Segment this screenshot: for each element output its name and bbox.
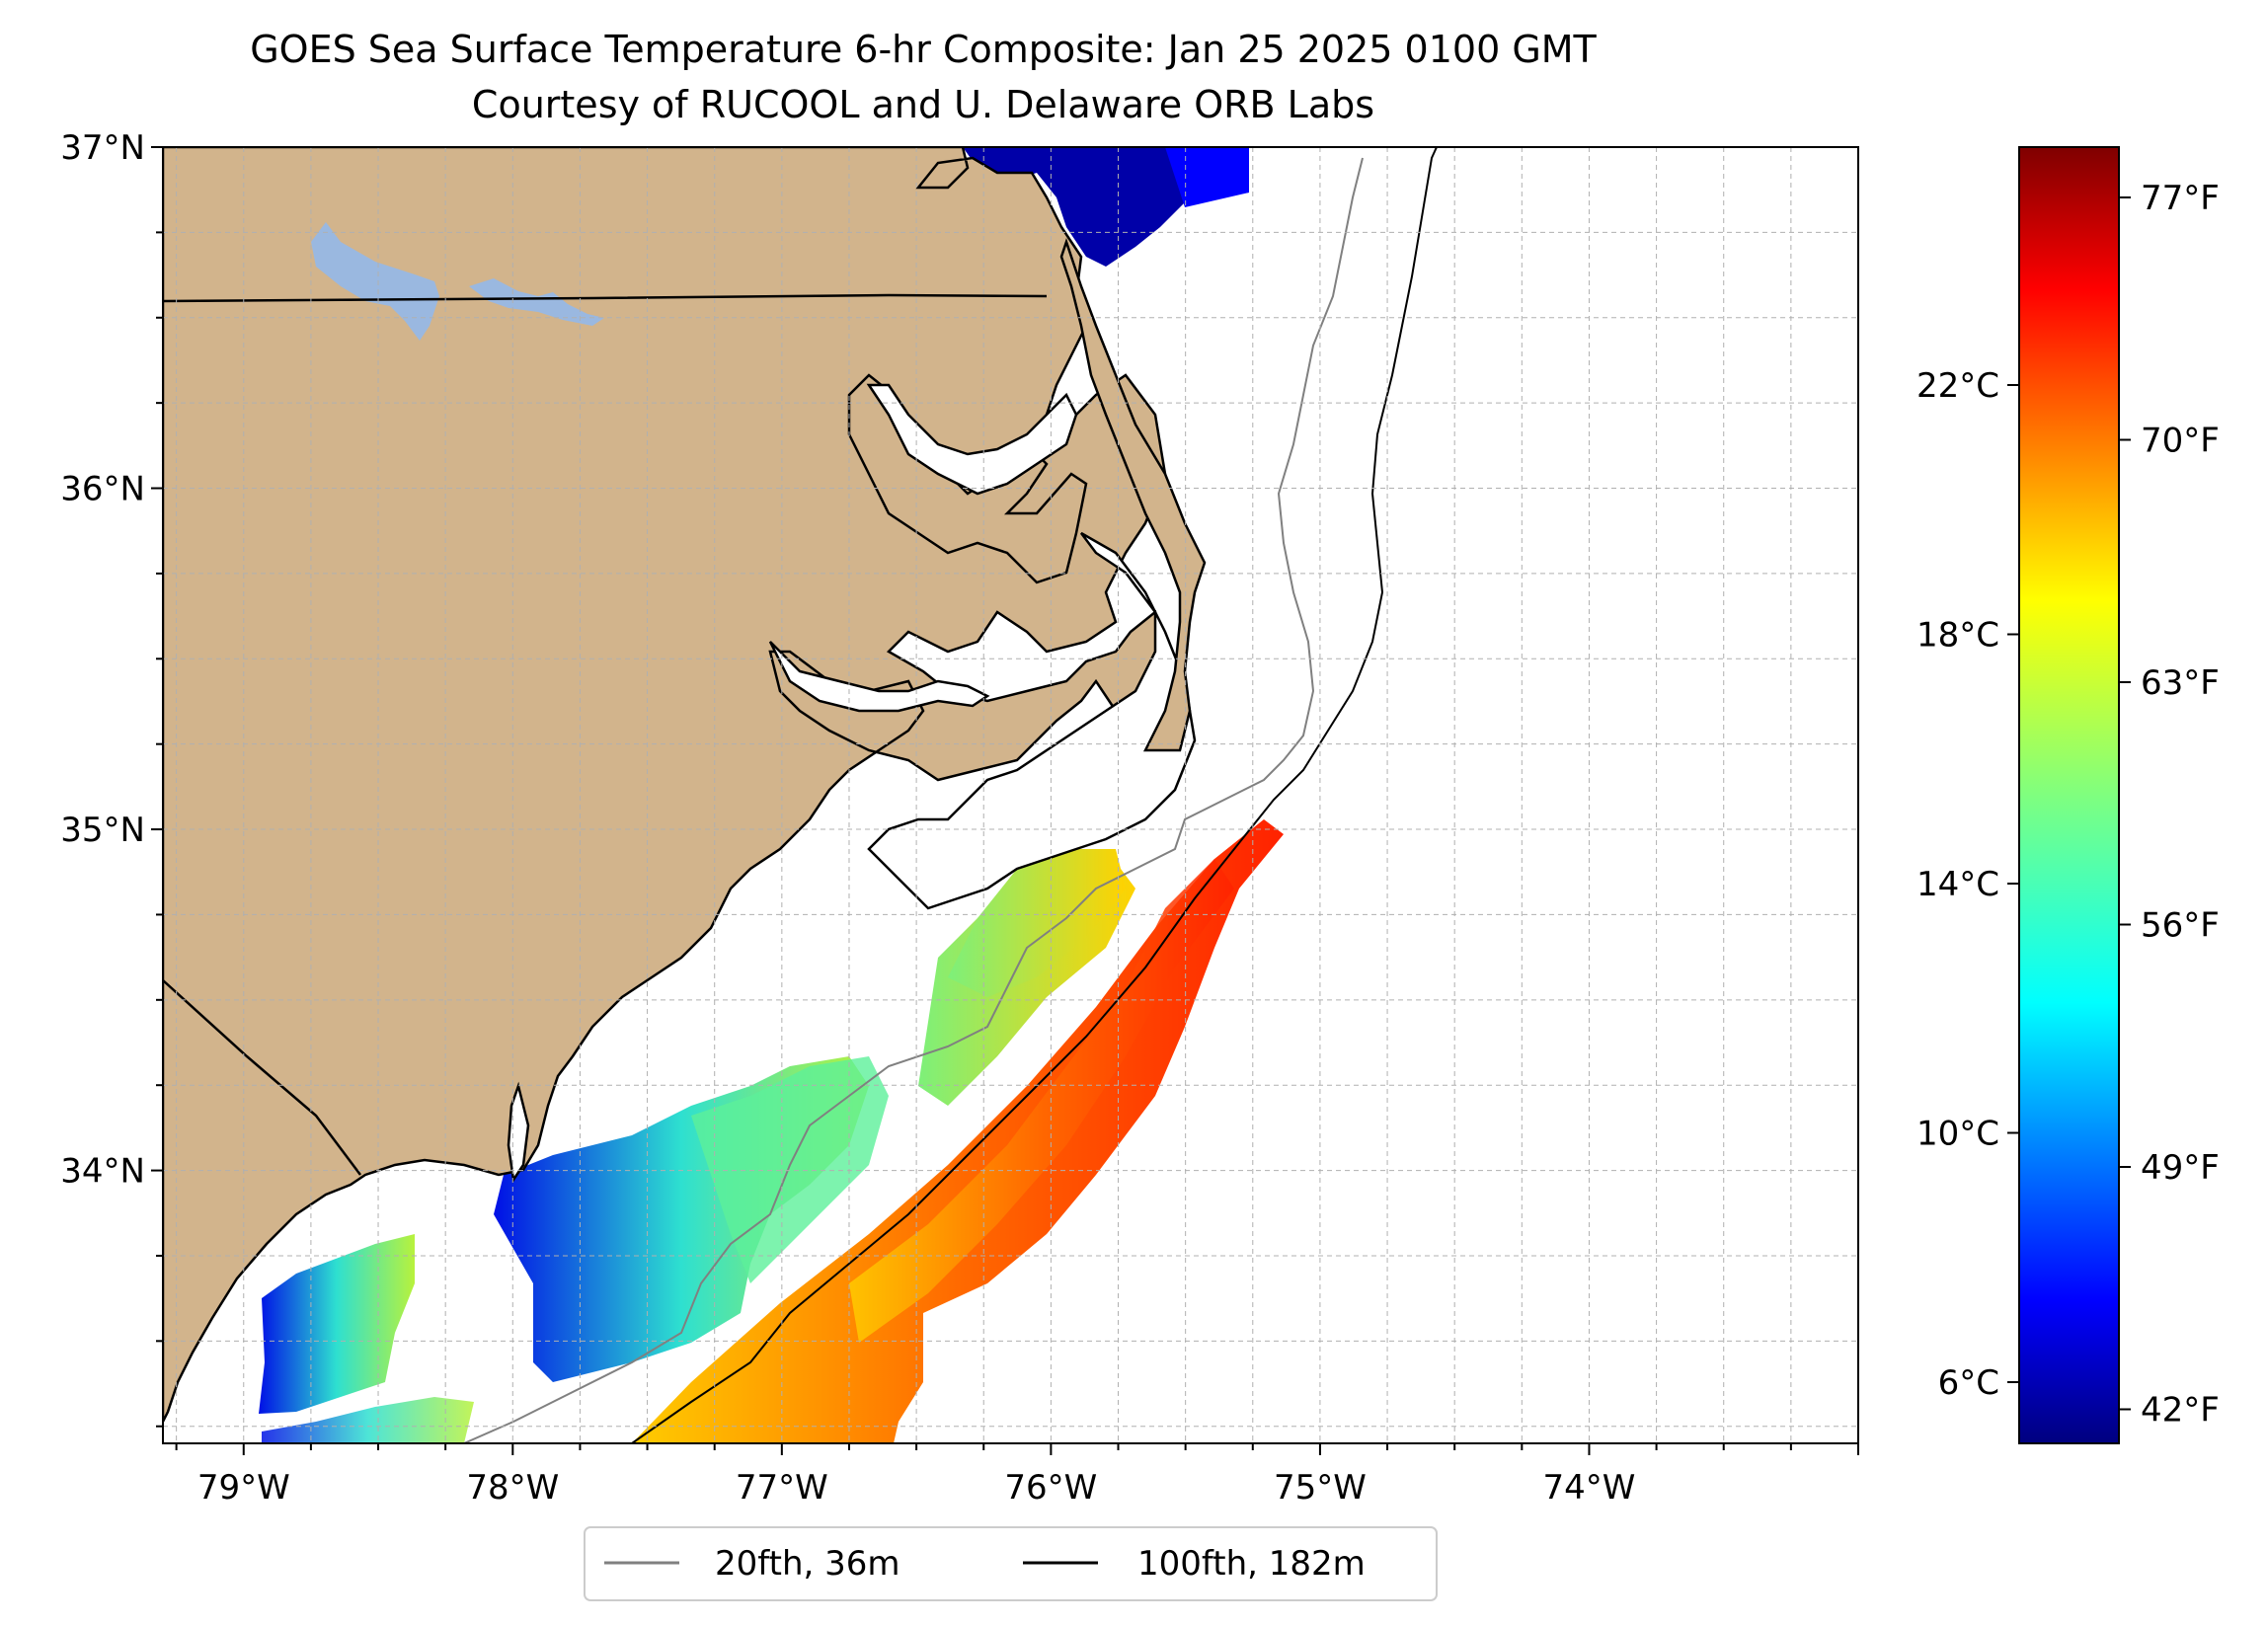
colorbar-fahrenheit-label: 63°F — [2141, 663, 2220, 703]
lat-tick-label: 34°N — [60, 1152, 145, 1192]
legend: 20fth, 36m 100fth, 182m — [584, 1526, 1438, 1601]
colorbar-fahrenheit-label: 42°F — [2141, 1391, 2220, 1431]
albemarle-sound — [866, 383, 1078, 496]
chart-subtitle: Courtesy of RUCOOL and U. Delaware ORB L… — [471, 83, 1375, 126]
nc-sc-border — [163, 979, 361, 1176]
sst-long-bay-patch — [259, 1234, 415, 1414]
colorbar-fahrenheit-ticks: 77°F 70°F 63°F 56°F 49°F 42°F — [2119, 179, 2220, 1431]
colorbar-fahrenheit-label: 49°F — [2141, 1148, 2220, 1188]
chart-title: GOES Sea Surface Temperature 6-hr Compos… — [250, 28, 1597, 71]
va-nc-border — [163, 293, 1048, 303]
map-frame — [162, 146, 1859, 1444]
cape-fear-river — [507, 1081, 530, 1184]
lon-tick-label: 77°W — [736, 1468, 828, 1508]
neuse-river — [768, 641, 990, 713]
colorbar-celsius-label: 14°C — [1916, 865, 1999, 904]
outer-banks — [1059, 238, 1207, 752]
lon-tick-label: 75°W — [1274, 1468, 1367, 1508]
legend-box — [584, 1526, 1438, 1601]
lat-tick-label: 35°N — [60, 811, 145, 850]
colorbar — [2018, 146, 2120, 1444]
isobath-100fth — [631, 147, 1438, 1443]
colorbar-celsius-label: 22°C — [1916, 366, 1999, 406]
sst-north-blue-patch — [1165, 147, 1249, 207]
legend-label-20fth: 20fth, 36m — [715, 1544, 900, 1584]
lake-gaston — [469, 278, 604, 326]
lon-tick-label: 79°W — [197, 1468, 290, 1508]
map-area — [163, 147, 1858, 1443]
latitude-axis: 37°N 36°N 35°N 34°N — [60, 128, 163, 1428]
colorbar-fahrenheit-label: 56°F — [2141, 906, 2220, 946]
lat-tick-label: 37°N — [60, 128, 145, 168]
sst-shelf-edge-gradient — [849, 859, 1234, 1343]
longitude-axis: 79°W 78°W 77°W 76°W 75°W 74°W — [175, 1443, 1859, 1508]
colorbar-celsius-label: 6°C — [1938, 1363, 1999, 1403]
land-mass — [163, 147, 1167, 1423]
legend-label-100fth: 100fth, 182m — [1137, 1544, 1366, 1584]
lon-tick-label: 76°W — [1004, 1468, 1097, 1508]
colorbar-celsius-ticks: 22°C 18°C 14°C 10°C 6°C — [1916, 366, 2019, 1403]
sst-inner-shelf-green-patch — [691, 1056, 889, 1283]
lon-tick-label: 78°W — [466, 1468, 559, 1508]
lon-tick-label: 74°W — [1543, 1468, 1636, 1508]
colorbar-celsius-label: 18°C — [1916, 616, 1999, 656]
map-gridlines — [163, 147, 1858, 1443]
sst-gulfstream-warm-band — [632, 819, 1284, 1443]
colorbar-fahrenheit-label: 70°F — [2141, 422, 2220, 461]
isobath-20fth — [463, 157, 1364, 1443]
colorbar-celsius-label: 10°C — [1916, 1115, 1999, 1154]
sst-south-coast-patch — [262, 1397, 474, 1443]
lat-tick-label: 36°N — [60, 470, 145, 509]
kerr-lake — [311, 222, 439, 341]
sst-north-shelf-patch — [948, 849, 1126, 997]
colorbar-fahrenheit-label: 77°F — [2141, 179, 2220, 218]
pamlico-sound — [867, 531, 1197, 910]
